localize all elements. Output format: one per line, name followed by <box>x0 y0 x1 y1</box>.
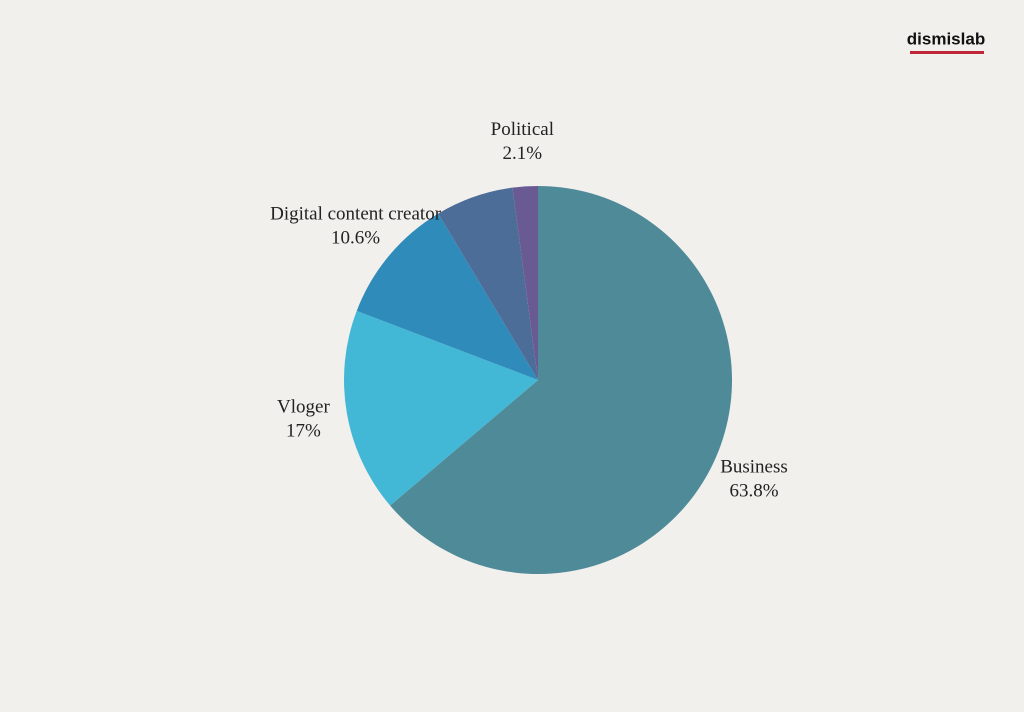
logo-underline <box>910 51 984 54</box>
slice-label: Political <box>491 119 554 140</box>
pie-slice <box>438 187 538 380</box>
pie-slice <box>356 213 538 380</box>
value-label: 2.1% <box>503 143 543 164</box>
slice-label: Digital content creator <box>270 204 442 225</box>
pie-slice <box>344 310 538 506</box>
pie-slice <box>512 186 538 380</box>
value-label: 63.8% <box>729 480 778 501</box>
slice-label: Vloger <box>277 397 330 418</box>
logo: dismislab <box>907 29 985 48</box>
slice-label: Business <box>720 456 788 477</box>
value-label: 17% <box>286 421 321 442</box>
pie-slice <box>390 186 732 574</box>
value-label: 10.6% <box>331 228 380 249</box>
